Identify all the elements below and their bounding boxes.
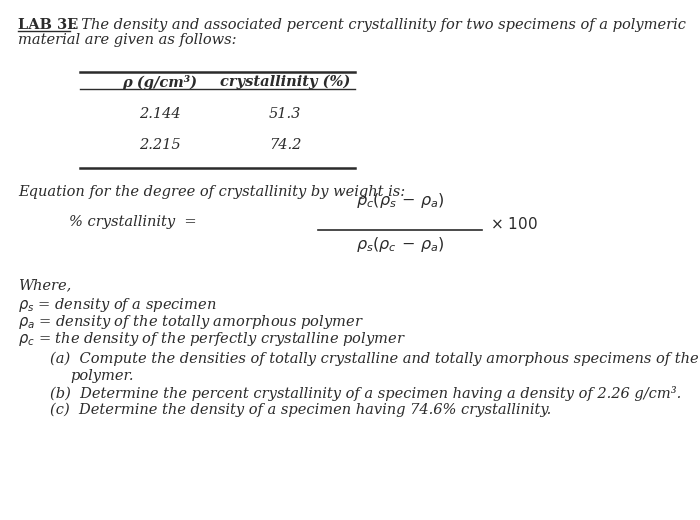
Text: 74.2: 74.2 bbox=[269, 138, 301, 152]
Text: crystallinity (%): crystallinity (%) bbox=[220, 75, 350, 89]
Text: Where,: Where, bbox=[18, 278, 71, 292]
Text: $\rho_c(\rho_s\, -\, \rho_a)$: $\rho_c(\rho_s\, -\, \rho_a)$ bbox=[356, 191, 444, 210]
Text: $\rho_s(\rho_c\, -\, \rho_a)$: $\rho_s(\rho_c\, -\, \rho_a)$ bbox=[356, 235, 444, 254]
Text: $\rho_s$ = density of a specimen: $\rho_s$ = density of a specimen bbox=[18, 296, 216, 314]
Text: LAB 3E: LAB 3E bbox=[18, 18, 78, 32]
Text: (b)  Determine the percent crystallinity of a specimen having a density of 2.26 : (b) Determine the percent crystallinity … bbox=[50, 386, 681, 401]
Text: (c)  Determine the density of a specimen having 74.6% crystallinity.: (c) Determine the density of a specimen … bbox=[50, 403, 552, 418]
Text: Equation for the degree of crystallinity by weight is:: Equation for the degree of crystallinity… bbox=[18, 185, 405, 199]
Text: material are given as follows:: material are given as follows: bbox=[18, 33, 237, 47]
Text: $\times\ 100$: $\times\ 100$ bbox=[490, 216, 538, 232]
Text: 51.3: 51.3 bbox=[269, 107, 301, 121]
Text: ρ (g/cm³): ρ (g/cm³) bbox=[122, 75, 197, 90]
Text: polymer.: polymer. bbox=[70, 369, 134, 383]
Text: 2.144: 2.144 bbox=[139, 107, 181, 121]
Text: 2.215: 2.215 bbox=[139, 138, 181, 152]
Text: $\rho_c$ = the density of the perfectly crystalline polymer: $\rho_c$ = the density of the perfectly … bbox=[18, 330, 406, 348]
Text: (a)  Compute the densities of totally crystalline and totally amorphous specimen: (a) Compute the densities of totally cry… bbox=[50, 352, 699, 367]
Text: $\rho_a$ = density of the totally amorphous polymer: $\rho_a$ = density of the totally amorph… bbox=[18, 313, 364, 331]
Text: % crystallinity  =: % crystallinity = bbox=[69, 215, 197, 229]
Text: . The density and associated percent crystallinity for two specimens of a polyme: . The density and associated percent cry… bbox=[72, 18, 686, 32]
